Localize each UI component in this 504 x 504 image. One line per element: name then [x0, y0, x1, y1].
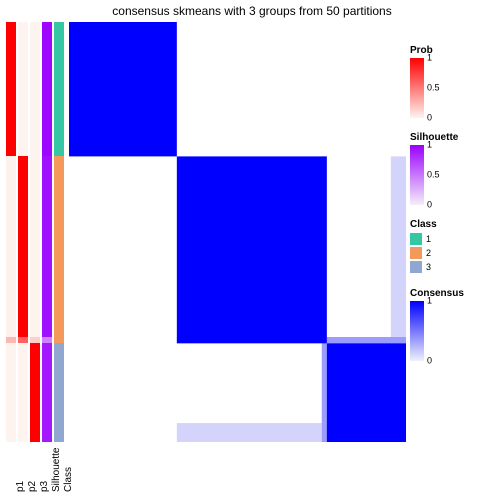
anno-seg [30, 22, 40, 156]
anno-seg [54, 156, 64, 337]
heatmap-block [177, 423, 322, 442]
anno-seg [6, 22, 16, 156]
legend-ticks: 10 [427, 301, 457, 361]
anno-seg [6, 156, 16, 337]
legend-ticks: 10.50 [427, 58, 457, 118]
column-labels: p1p2p3SilhouetteClass [6, 444, 406, 500]
anno-seg [18, 156, 28, 337]
legend-tick: 1 [427, 141, 432, 150]
legend-consensus: Consensus 10 [410, 288, 500, 361]
anno-seg [54, 343, 64, 442]
legend-swatch [410, 233, 422, 245]
col-label-class: Class [63, 467, 74, 492]
legend-silhouette: Silhouette 10.50 [410, 132, 500, 205]
heatmap-block [69, 22, 177, 156]
anno-seg [42, 22, 52, 156]
legend-swatch-row: 2 [410, 246, 500, 260]
anno-seg [42, 156, 52, 337]
col-label-p3: p3 [39, 481, 50, 492]
legend-swatch-row: 1 [410, 232, 500, 246]
legend-swatch-row: 3 [410, 260, 500, 274]
heatmap-block [327, 337, 406, 343]
anno-seg [6, 343, 16, 442]
anno-seg [18, 343, 28, 442]
legend-tick: 0.5 [427, 84, 440, 93]
legend-gradient [410, 301, 424, 361]
anno-col-silhouette [42, 22, 52, 442]
chart-title: consensus skmeans with 3 groups from 50 … [0, 4, 504, 18]
legend-title: Prob [410, 45, 500, 56]
legend-swatch-label: 1 [426, 234, 431, 244]
col-label-p2: p2 [27, 481, 38, 492]
legend-swatch [410, 261, 422, 273]
consensus-heatmap [69, 22, 406, 442]
anno-col-p2 [18, 22, 28, 442]
anno-seg [18, 22, 28, 156]
legend-swatch-label: 3 [426, 262, 431, 272]
anno-seg [54, 22, 64, 156]
legend-class: Class 1 2 3 [410, 219, 500, 274]
legend-swatch-label: 2 [426, 248, 431, 258]
heatmap-block [177, 156, 327, 343]
legend-title: Consensus [410, 288, 500, 299]
legend-gradient [410, 58, 424, 118]
anno-seg [30, 343, 40, 442]
legend-title: Silhouette [410, 132, 500, 143]
legend-tick: 0 [427, 114, 432, 123]
col-label-silhouette: Silhouette [51, 448, 62, 492]
legend-gradient [410, 145, 424, 205]
heatmap-block [327, 343, 406, 442]
legend-ticks: 10.50 [427, 145, 457, 205]
col-label-p1: p1 [15, 481, 26, 492]
plot-area [6, 22, 406, 442]
anno-seg [30, 156, 40, 337]
anno-col-p1 [6, 22, 16, 442]
legend-swatches: 1 2 3 [410, 232, 500, 274]
legend-tick: 1 [427, 297, 432, 306]
legends-panel: Prob10.50Silhouette10.50Class123Consensu… [410, 45, 500, 375]
anno-seg [42, 343, 52, 442]
legend-title: Class [410, 219, 500, 230]
legend-prob: Prob 10.50 [410, 45, 500, 118]
heatmap-block [322, 343, 327, 442]
legend-tick: 0.5 [427, 171, 440, 180]
heatmap-block [391, 156, 406, 337]
legend-swatch [410, 247, 422, 259]
anno-col-class [54, 22, 64, 442]
legend-tick: 1 [427, 54, 432, 63]
anno-col-p3 [30, 22, 40, 442]
legend-tick: 0 [427, 357, 432, 366]
legend-tick: 0 [427, 201, 432, 210]
